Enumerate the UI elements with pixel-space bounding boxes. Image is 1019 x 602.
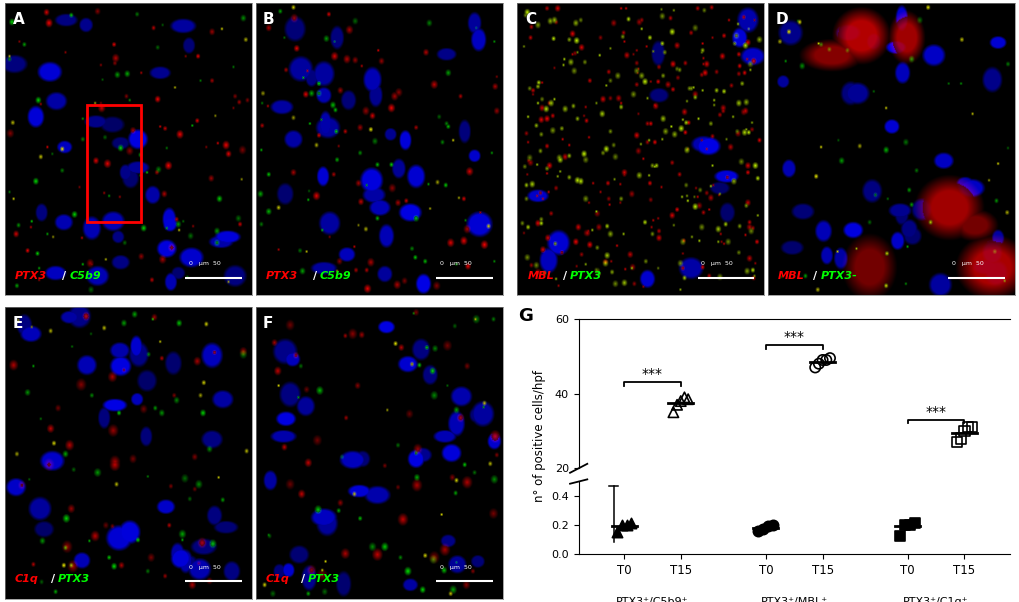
Text: 0   µm  50: 0 µm 50 (189, 261, 220, 266)
Point (906, 519, 922, 529)
Text: PTX3: PTX3 (57, 574, 90, 585)
Text: n° of positive cells/hpf: n° of positive cells/hpf (533, 370, 546, 502)
Point (623, 538, 639, 547)
Point (901, 520, 917, 530)
Point (612, 520, 629, 530)
Point (623, 519, 639, 529)
Text: 0   µm  50: 0 µm 50 (951, 261, 982, 266)
Point (892, 538, 908, 547)
Text: PTX3⁺/MBL⁺: PTX3⁺/MBL⁺ (760, 597, 827, 602)
Text: MBL: MBL (777, 270, 804, 281)
Point (821, 353, 838, 363)
Text: E: E (12, 315, 22, 330)
Point (754, 524, 770, 533)
Point (676, 393, 692, 402)
Point (618, 520, 634, 530)
Text: C1q: C1q (15, 574, 39, 585)
Text: 0   µm  50: 0 µm 50 (189, 565, 220, 569)
Text: A: A (12, 12, 24, 26)
Text: ***: *** (641, 367, 662, 381)
Text: /: / (51, 574, 55, 585)
Text: B: B (263, 12, 274, 26)
Text: /: / (301, 574, 305, 585)
Text: PTX3: PTX3 (570, 270, 601, 281)
Text: PTX3⁺/C5b9⁺: PTX3⁺/C5b9⁺ (615, 597, 688, 602)
Point (813, 355, 829, 365)
Text: /: / (562, 270, 567, 281)
Point (892, 532, 908, 541)
Bar (87, 105, 141, 222)
Point (759, 521, 775, 531)
Text: G: G (518, 307, 533, 325)
Point (754, 538, 770, 547)
Point (764, 538, 781, 547)
Text: /: / (62, 270, 66, 281)
Point (901, 538, 917, 547)
Text: MBL: MBL (527, 270, 553, 281)
Point (680, 394, 696, 404)
Text: 0   µm  50: 0 µm 50 (439, 565, 471, 569)
Point (948, 437, 964, 447)
Point (956, 426, 972, 436)
Text: 0   µm  50: 0 µm 50 (701, 261, 733, 266)
Point (817, 355, 834, 365)
Point (668, 400, 685, 409)
Point (608, 538, 625, 547)
Point (806, 362, 822, 372)
Text: /: / (813, 270, 817, 281)
Point (664, 408, 681, 417)
Text: F: F (263, 315, 273, 330)
Point (672, 396, 688, 406)
Point (906, 538, 922, 547)
Point (750, 538, 766, 547)
Point (608, 527, 625, 537)
Point (759, 538, 775, 547)
Text: C1q: C1q (265, 574, 289, 585)
Point (750, 527, 766, 536)
Point (959, 423, 975, 432)
Point (618, 538, 634, 547)
Point (896, 520, 912, 530)
Point (810, 359, 826, 368)
Text: C: C (525, 12, 535, 26)
Text: PTX3: PTX3 (265, 270, 298, 281)
Point (952, 433, 968, 443)
Text: PTX3-: PTX3- (819, 270, 856, 281)
Text: C5b9: C5b9 (320, 270, 352, 281)
Text: ***: *** (924, 405, 946, 418)
Text: D: D (774, 12, 788, 26)
Point (963, 423, 979, 432)
Point (612, 538, 629, 547)
Point (764, 520, 781, 530)
Text: PTX3: PTX3 (308, 574, 339, 585)
Text: /: / (313, 270, 317, 281)
Point (896, 538, 912, 547)
Text: C5b9: C5b9 (69, 270, 101, 281)
Text: ***: *** (783, 330, 804, 344)
Text: PTX3⁺/C1q⁺: PTX3⁺/C1q⁺ (903, 597, 968, 602)
Text: PTX3: PTX3 (15, 270, 47, 281)
Text: 0   µm  50: 0 µm 50 (439, 261, 471, 266)
